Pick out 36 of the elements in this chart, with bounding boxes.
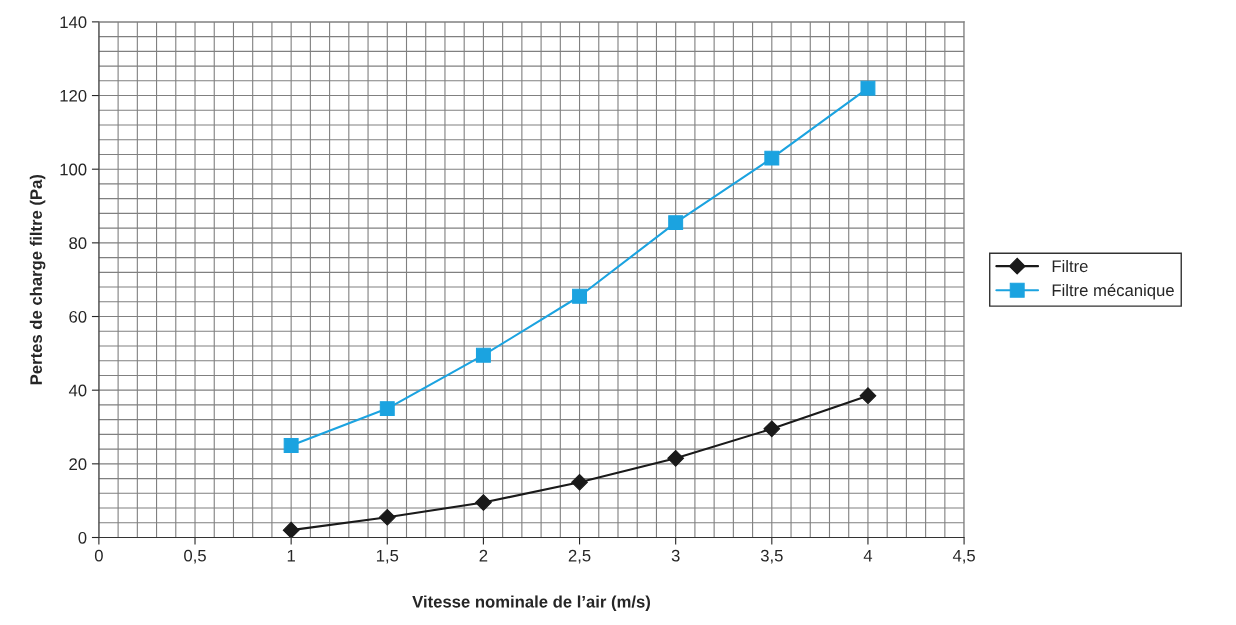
point (378, 508, 396, 526)
x-tick-label: 2 (479, 549, 488, 562)
point (282, 521, 300, 538)
point (572, 288, 588, 304)
point (571, 473, 588, 491)
y-tick-label: 120 (60, 89, 87, 102)
y-tick-label: 40 (68, 384, 87, 397)
x-tick-label: 1,5 (376, 549, 399, 564)
point (763, 420, 781, 438)
y-tick-label: 0 (78, 531, 87, 544)
point (283, 437, 299, 453)
x-tick-label: 3 (671, 549, 680, 562)
point (668, 215, 684, 231)
x-tick-label: 0 (94, 549, 103, 562)
x-axis-title: Vitesse nominale de l’air (m/s) (412, 595, 650, 611)
x-tick-label: 0,5 (184, 549, 206, 564)
y-tick-label: 80 (69, 237, 87, 250)
point (379, 401, 395, 417)
point (475, 494, 492, 511)
x-tick-label: 4 (863, 549, 873, 562)
x-tick-label: 1 (287, 549, 295, 562)
point (475, 347, 491, 363)
x-tick-label: 2,5 (568, 549, 591, 564)
y-tick-label: 20 (69, 458, 87, 471)
legend-label: Filtre mécanique (1052, 283, 1174, 300)
x-tick-label: 3,5 (760, 549, 783, 564)
y-axis-title: Pertes de charge filtre (Pa) (29, 174, 46, 385)
y-tick-label: 60 (69, 310, 87, 323)
legend-label: Filtre (1052, 259, 1088, 273)
y-tick-label: 140 (60, 16, 87, 29)
point (860, 80, 876, 96)
y-tick-label: 100 (60, 163, 87, 176)
x-tick-label: 4,5 (952, 549, 975, 564)
point (764, 150, 780, 166)
point (859, 387, 877, 405)
point (667, 449, 685, 467)
